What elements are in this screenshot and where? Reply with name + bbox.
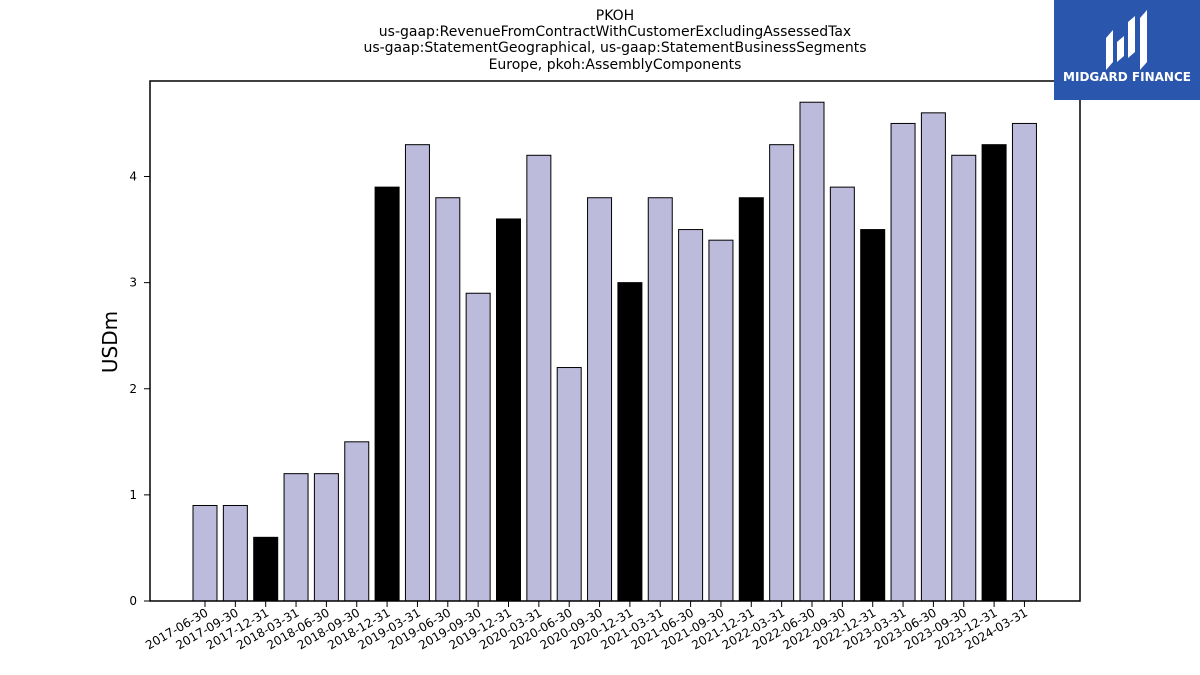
y-tick-label: 0 xyxy=(129,594,137,608)
bar xyxy=(404,144,430,602)
bar xyxy=(860,229,886,602)
bar xyxy=(708,239,734,602)
bar xyxy=(829,186,855,602)
bar xyxy=(799,101,825,602)
bar xyxy=(313,473,339,602)
logo-mark-icon xyxy=(1106,10,1147,70)
bar xyxy=(738,197,764,602)
bar xyxy=(617,282,643,602)
bar xyxy=(556,367,582,602)
bar xyxy=(496,218,521,602)
plot-frame xyxy=(149,80,1081,602)
chart-title-line-1: PKOH xyxy=(596,8,634,24)
y-tick-label: 1 xyxy=(129,488,137,502)
chart-title: PKOH us-gaap:RevenueFromContractWithCust… xyxy=(363,8,866,73)
bar xyxy=(981,144,1007,602)
bar xyxy=(647,197,673,602)
bar xyxy=(344,441,370,602)
y-axis-ticks: 0 1 2 3 4 xyxy=(129,170,150,608)
y-tick-label: 4 xyxy=(129,170,137,184)
y-tick-label: 3 xyxy=(129,276,137,290)
chart-title-line-4: Europe, pkoh:AssemblyComponents xyxy=(489,57,742,73)
chart-title-line-3: us-gaap:StatementGeographical, us-gaap:S… xyxy=(363,40,866,56)
bar xyxy=(283,473,309,602)
logo-text: MIDGARD FINANCE xyxy=(1063,70,1191,84)
midgard-finance-logo: MIDGARD FINANCE xyxy=(1054,0,1200,100)
bar xyxy=(222,504,248,602)
bar xyxy=(587,197,613,602)
bar xyxy=(435,197,461,602)
bar xyxy=(192,504,218,602)
y-tick-label: 2 xyxy=(129,382,137,396)
bar xyxy=(951,154,977,602)
bar xyxy=(1011,122,1037,602)
bar xyxy=(678,229,704,602)
y-axis-label: USDm xyxy=(98,311,122,373)
bar xyxy=(374,186,400,602)
bar xyxy=(890,122,916,602)
bar xyxy=(920,112,946,602)
chart-title-line-2: us-gaap:RevenueFromContractWithCustomerE… xyxy=(379,24,851,40)
bar xyxy=(526,154,552,602)
bars-group xyxy=(192,101,1037,602)
bar xyxy=(769,144,795,602)
x-axis-ticks: 2017-06-302017-09-302017-12-312018-03-31… xyxy=(143,601,1030,652)
bar xyxy=(465,292,491,602)
bar xyxy=(253,536,279,602)
logo-background xyxy=(1054,0,1200,100)
